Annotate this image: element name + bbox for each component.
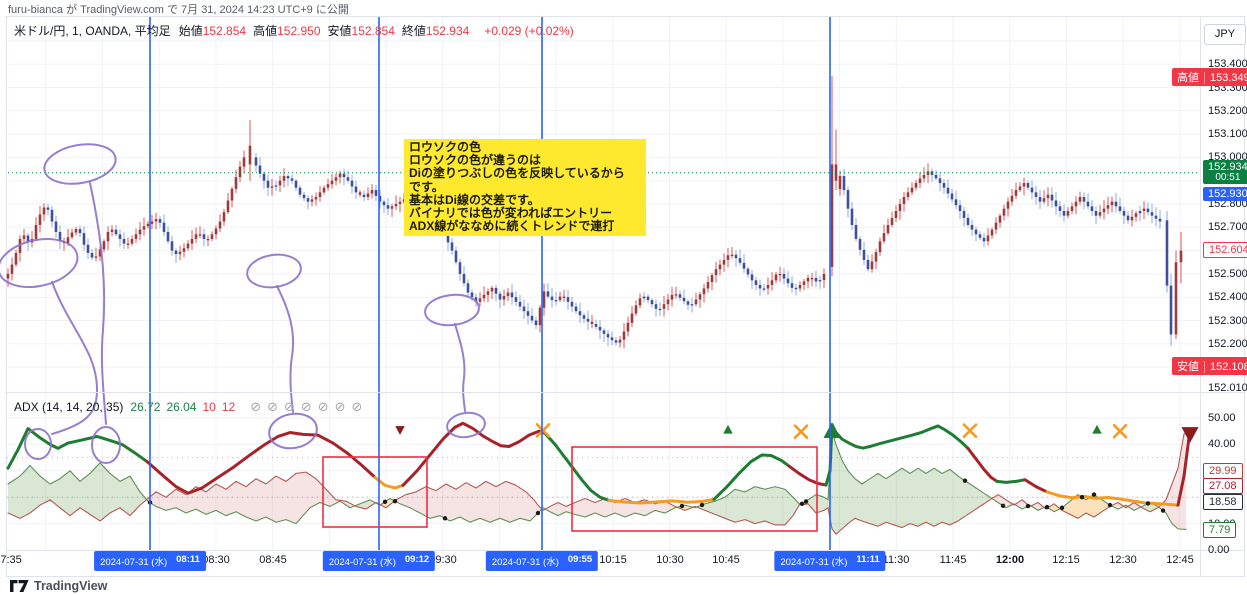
hidden-plot-icons[interactable]: ⊘⊘⊘⊘⊘⊘⊘: [250, 399, 369, 414]
tradingview-logo-text: TradingView: [34, 579, 108, 593]
vline-time-badge: 2024-07-31 (水) 08:11: [94, 551, 206, 571]
vline-time-badge: 2024-07-31 (水) 11:11: [774, 551, 886, 571]
adx-line: [6, 421, 1192, 507]
price-tick-label: 153.100: [1208, 128, 1247, 141]
time-tick-label: 08:30: [202, 554, 230, 566]
buy-triangle-icon: [823, 422, 841, 438]
note-line: バイナリでは色が変わればエントリー: [409, 206, 613, 221]
time-tick-label: 11:45: [939, 554, 967, 566]
adx-legend: ADX (14, 14, 20, 35) 26.72 26.04 10 12 ⊘⊘⊘⊘…: [14, 399, 368, 415]
price-tick-label: 153.200: [1208, 104, 1247, 117]
buy-triangle-icon: [1092, 424, 1102, 434]
chart-frame: [6, 16, 1245, 577]
tradingview-logo[interactable]: TradingView: [10, 579, 107, 593]
note-line: Diの塗りつぶしの色を反映しているから: [409, 166, 625, 181]
adx-tick-label: 40.00: [1208, 438, 1236, 451]
price-tick-label: 152.200: [1208, 337, 1247, 350]
annotation-note[interactable]: ロウソクの色 ロウソクの色が違うのは Diの塗りつぶしの色を反映しているから です。基…: [404, 139, 646, 237]
tradingview-logo-icon: [10, 580, 29, 592]
vertical-line-drawings[interactable]: [149, 17, 831, 566]
low-badge: 安値 152.108: [1172, 357, 1247, 376]
adx-value: 26.04: [166, 400, 197, 414]
di-cross-dots: [147, 478, 1166, 521]
time-tick-label: 12:30: [1109, 554, 1137, 566]
blue-badge: 152.930: [1203, 186, 1247, 201]
note-line: ADX線がななめに続くトレンドで連打: [409, 219, 615, 234]
time-tick-label: 11:30: [882, 554, 910, 566]
vline-time-badge: 2024-07-31 (水) 09:12: [322, 551, 436, 571]
rectangle-drawings[interactable]: [322, 446, 818, 532]
note-line: ロウソクの色が違うのは: [409, 153, 542, 168]
price-tick-label: 153.400: [1208, 58, 1247, 71]
high-badge: 高値 153.349: [1172, 68, 1247, 87]
note-line: です。: [409, 179, 444, 194]
price-tick-label: 152.300: [1208, 314, 1247, 327]
time-tick-label: 12:45: [1166, 554, 1194, 566]
ohlc-field: 終値152.934: [401, 24, 470, 38]
adx-values: 26.72 26.04 10 12: [130, 400, 241, 414]
adx-value-badge: 29.99: [1203, 463, 1243, 479]
time-tick-label: 12:15: [1052, 554, 1080, 566]
ohlc-field: 高値152.950: [253, 24, 321, 38]
buy-triangle-icon: [723, 424, 733, 434]
adx-value-badge: 7.79: [1203, 522, 1237, 538]
vline-time-badge: 2024-07-31 (水) 09:55: [485, 551, 599, 571]
gridlines: [7, 17, 1200, 550]
time-tick-label: 08:45: [259, 554, 287, 566]
last-badge: 152.934 00:51: [1203, 159, 1247, 184]
adx-value: 26.72: [130, 400, 161, 414]
pane-separator[interactable]: [6, 392, 1245, 393]
time-tick-label: 10:45: [712, 554, 740, 566]
price-tick-label: 152.010: [1208, 382, 1247, 395]
adx-title[interactable]: ADX (14, 14, 20, 35): [14, 400, 124, 414]
symbol-title[interactable]: 米ドル/円, 1, OANDA, 平均足: [14, 24, 171, 38]
adx-value: 12: [221, 400, 236, 414]
note-line: 基本はDi線の交差です。: [409, 192, 540, 207]
time-axis-separator: [6, 550, 1245, 551]
symbol-legend: 米ドル/円, 1, OANDA, 平均足 始値152.854 高値152.950 安…: [14, 22, 574, 39]
adx-value-badge: 27.08: [1203, 478, 1243, 494]
publish-info: furu-bianca が TradingView.com で 7月 31, 2…: [8, 4, 349, 16]
ohlc-field: 安値152.854: [327, 24, 395, 38]
adx-tick-label: 0.00: [1208, 544, 1230, 556]
currency-button[interactable]: JPY: [1204, 24, 1246, 45]
publish-bar: furu-bianca が TradingView.com で 7月 31, 2…: [0, 0, 1247, 16]
ohlc-field: 始値152.854: [178, 24, 247, 38]
signal-markers: [395, 422, 1199, 443]
time-tick-label: 12:00: [995, 554, 1025, 566]
time-tick-label: 10:30: [656, 554, 684, 566]
price-tick-label: 152.400: [1208, 291, 1247, 304]
bottom-bar: [0, 578, 1247, 595]
price-tick-label: 152.500: [1208, 267, 1247, 280]
price-axis-separator[interactable]: [1200, 17, 1201, 576]
ohlc-values: 始値152.854 高値152.950 安値152.854 終値152.934: [179, 22, 477, 39]
change-value: +0.029 (+0.02%): [484, 24, 574, 38]
sell-triangle-icon: [1181, 427, 1199, 443]
candles: [6, 76, 1183, 349]
adx-tick-label: 50.00: [1208, 412, 1236, 424]
adx-value-badge: 18.58: [1203, 494, 1243, 510]
price-tick-label: 152.700: [1208, 221, 1247, 234]
note-line: ロウソクの色: [409, 140, 482, 154]
close-outline-badge: 152.604: [1203, 241, 1247, 258]
time-tick-label: 09:30: [429, 554, 457, 566]
time-tick-label: 07:35: [0, 554, 22, 566]
sell-triangle-icon: [395, 426, 405, 435]
time-tick-label: 10:15: [599, 554, 627, 566]
price-tick-label: 152.800: [1208, 198, 1247, 210]
adx-value: 10: [202, 400, 216, 414]
